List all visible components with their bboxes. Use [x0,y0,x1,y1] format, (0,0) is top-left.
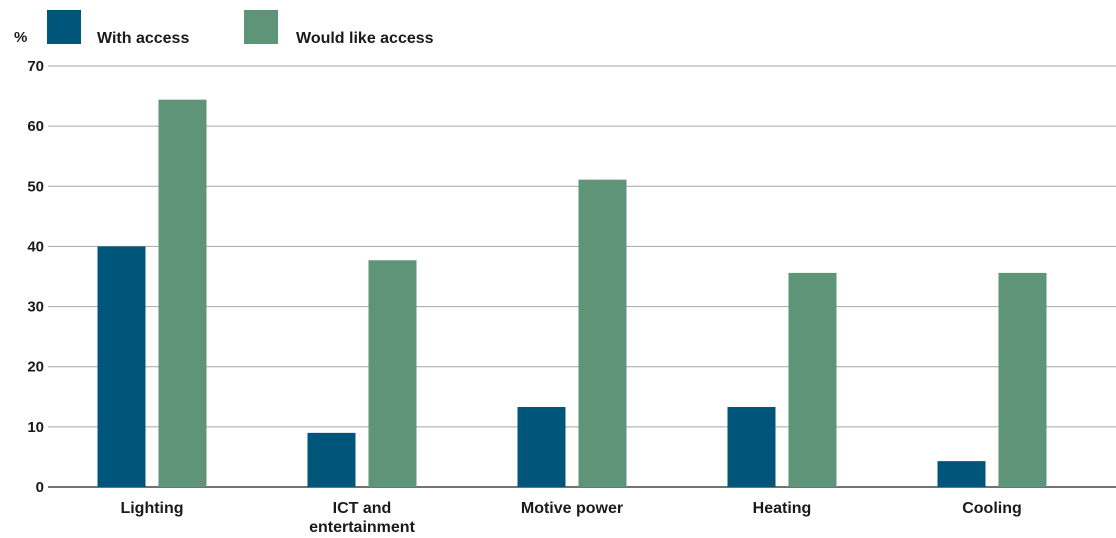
y-tick-label-0: 0 [36,479,44,496]
legend-label-0: With access [97,30,189,47]
x-category-label-0: Lighting [120,500,183,517]
x-category-label-4: Cooling [962,500,1022,517]
y-axis-tick-labels: 0 10 20 30 40 50 60 70 [27,58,44,496]
bar-with-access-1 [307,432,356,487]
bar-with-access-3 [727,407,776,487]
y-tick-label-30: 30 [27,299,44,316]
legend-label-1: Would like access [296,30,434,47]
y-tick-label-40: 40 [27,238,44,255]
bars [97,99,1047,488]
bar-would-like-access-3 [788,272,837,487]
x-axis-category-labels: Lighting ICT and entertainment Motive power… [120,500,1021,536]
legend-swatch-0 [47,10,81,44]
x-category-label-line: entertainment [309,519,415,536]
x-category-label-line: Motive power [521,500,623,517]
bar-with-access-0 [97,246,146,487]
x-category-label-line: ICT and [333,500,392,517]
y-tick-label-60: 60 [27,118,44,135]
bar-would-like-access-4 [998,272,1047,487]
x-category-label-1: ICT and entertainment [309,500,415,536]
x-category-label-line: Heating [753,500,812,517]
legend: With access Would like access [47,10,434,47]
x-category-label-line: Lighting [120,500,183,517]
bar-would-like-access-0 [158,99,207,488]
bar-would-like-access-1 [368,260,417,487]
x-category-label-2: Motive power [521,500,623,517]
bar-with-access-2 [517,407,566,487]
y-tick-label-10: 10 [27,419,44,436]
y-tick-label-20: 20 [27,359,44,376]
bar-would-like-access-2 [578,179,627,488]
bar-with-access-4 [937,461,986,487]
x-category-label-line: Cooling [962,500,1022,517]
y-axis-unit-label: % [14,29,27,46]
y-tick-label-50: 50 [27,178,44,195]
x-category-label-3: Heating [753,500,812,517]
y-tick-label-70: 70 [27,58,44,75]
legend-swatch-1 [244,10,278,44]
